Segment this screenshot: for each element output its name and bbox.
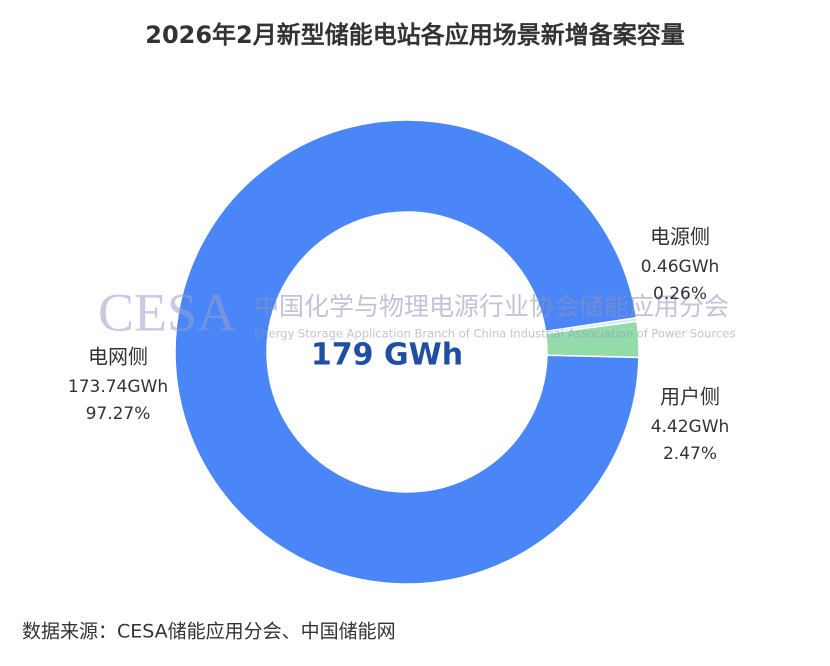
center-label: 179 GWh — [311, 338, 463, 373]
donut — [174, 119, 640, 585]
slice-label: 用户侧 — [660, 385, 720, 409]
labels: 电源侧 0.46GWh 0.26% 用户侧 4.42GWh 2.47% 电网侧 173.74G… — [68, 225, 729, 465]
slice-label: 电网侧 — [88, 345, 148, 369]
percent-label: 0.26% — [653, 284, 707, 304]
slice — [174, 119, 640, 585]
value-label: 173.74GWh — [68, 377, 168, 397]
slice-label: 电源侧 — [650, 225, 710, 249]
watermark-logo: CESA — [98, 282, 236, 342]
chart-title: 2026年2月新型储能电站各应用场景新增备案容量 — [145, 21, 685, 49]
value-label: 0.46GWh — [641, 257, 720, 277]
watermark-name-en: Energy Storage Application Branch of Chi… — [254, 327, 735, 341]
value-label: 4.42GWh — [651, 417, 730, 437]
watermark: CESA 中国化学与物理电源行业协会储能应用分会 Energy Storage … — [98, 282, 735, 342]
percent-label: 2.47% — [663, 444, 717, 464]
source: 数据来源：CESA储能应用分会、中国储能网 — [22, 621, 396, 643]
percent-label: 97.27% — [86, 404, 151, 424]
watermark-name: 中国化学与物理电源行业协会储能应用分会 — [254, 292, 729, 321]
